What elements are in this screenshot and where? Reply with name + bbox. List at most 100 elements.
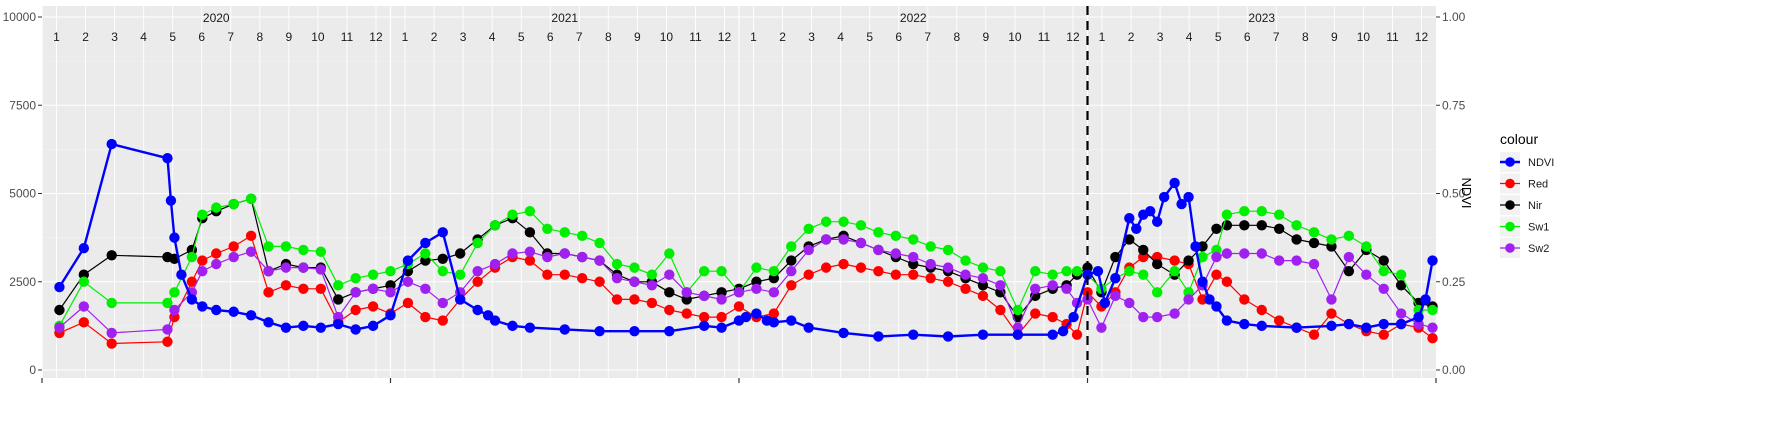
data-point-sw1 — [524, 205, 536, 217]
data-point-ndvi — [1239, 318, 1250, 330]
month-label: 9 — [286, 30, 293, 44]
month-label: 11 — [689, 30, 702, 44]
data-point-red — [855, 262, 867, 273]
data-point-sw2 — [1096, 322, 1107, 333]
data-point-sw1 — [1291, 220, 1302, 231]
legend-label: Nir — [1528, 200, 1542, 212]
month-label: 4 — [837, 30, 844, 44]
data-point-ndvi — [176, 269, 187, 280]
data-point-sw2 — [733, 287, 745, 298]
data-point-sw1 — [472, 237, 483, 249]
data-point-ndvi — [1158, 191, 1170, 203]
data-point-sw2 — [78, 301, 90, 312]
month-label: 1 — [750, 30, 757, 44]
data-point-ndvi — [1124, 213, 1135, 224]
data-point-red — [542, 269, 553, 280]
data-point-sw1 — [197, 209, 208, 220]
data-point-ndvi — [1047, 329, 1058, 340]
data-point-sw1 — [507, 209, 518, 220]
data-point-ndvi — [489, 315, 501, 326]
data-point-sw1 — [751, 262, 762, 273]
legend-key-point — [1505, 157, 1515, 167]
month-label: 7 — [576, 30, 583, 44]
data-point-sw1 — [1273, 209, 1285, 220]
data-point-ndvi — [1145, 205, 1156, 217]
data-point-ndvi — [1092, 265, 1104, 277]
series-layer — [54, 138, 1438, 349]
data-point-red — [350, 304, 361, 316]
data-point-ndvi — [186, 294, 198, 305]
data-point-ndvi — [803, 322, 814, 333]
data-point-sw2 — [1047, 280, 1058, 291]
data-point-sw2 — [890, 248, 902, 259]
data-point-sw1 — [1343, 230, 1355, 242]
data-point-sw2 — [1308, 258, 1320, 270]
data-point-sw2 — [54, 322, 65, 333]
data-point-sw2 — [786, 265, 797, 277]
data-point-sw2 — [751, 283, 762, 295]
data-point-red — [681, 308, 692, 319]
data-point-red — [786, 280, 797, 291]
data-point-red — [977, 290, 989, 302]
data-point-ndvi — [385, 310, 396, 321]
data-point-nir — [1343, 265, 1355, 277]
data-point-red — [162, 336, 173, 347]
data-point-sw2 — [1378, 283, 1389, 295]
legend-item-sw2: Sw2 — [1500, 238, 1549, 258]
month-label: 12 — [1415, 30, 1429, 44]
data-point-sw2 — [576, 251, 588, 263]
data-point-red — [820, 262, 832, 273]
data-point-red — [228, 241, 239, 252]
legend-title: colour — [1500, 131, 1538, 147]
year-label: 2021 — [551, 11, 578, 25]
data-point-ndvi — [472, 304, 483, 316]
data-point-red — [733, 301, 745, 312]
data-point-red — [1221, 276, 1233, 287]
data-point-sw1 — [820, 216, 832, 227]
data-point-sw2 — [1343, 251, 1355, 263]
data-point-ndvi — [786, 315, 797, 326]
data-point-nir — [1239, 220, 1250, 231]
data-point-sw2 — [768, 287, 780, 298]
month-label: 12 — [369, 30, 383, 44]
data-point-sw1 — [1030, 265, 1041, 277]
month-label: 1 — [1099, 30, 1106, 44]
month-label: 1 — [53, 30, 60, 44]
data-point-ndvi — [716, 322, 727, 333]
data-point-ndvi — [78, 243, 90, 254]
month-label: 12 — [1066, 30, 1080, 44]
data-point-nir — [1256, 220, 1267, 231]
data-point-sw1 — [385, 265, 396, 277]
data-point-red — [611, 294, 623, 305]
axes: 0 2500 5000 7500 10000 0.00 0.25 0.50 0.75 1.00 — [3, 10, 1466, 383]
data-point-sw1 — [629, 262, 640, 273]
month-label: 6 — [547, 30, 554, 44]
data-point-red — [402, 297, 414, 309]
legend-key-point — [1505, 221, 1515, 232]
data-point-ndvi — [402, 255, 414, 266]
data-point-sw1 — [908, 234, 919, 245]
data-point-red — [437, 315, 448, 326]
right-tick-label: 0.25 — [1442, 275, 1466, 289]
year-label: 2020 — [203, 11, 230, 25]
data-point-sw2 — [1291, 255, 1302, 266]
data-point-sw1 — [1047, 269, 1058, 280]
legend-key-point — [1505, 243, 1515, 253]
data-point-nir — [1110, 251, 1121, 263]
series-sw1 — [54, 193, 1438, 332]
data-point-ndvi — [245, 310, 257, 321]
data-point-sw1 — [942, 244, 954, 256]
data-point-sw2 — [211, 258, 222, 270]
data-point-sw1 — [542, 223, 553, 234]
data-point-sw2 — [1124, 297, 1135, 309]
month-label: 5 — [1215, 30, 1222, 44]
data-point-nir — [333, 294, 344, 305]
data-point-sw1 — [489, 220, 501, 231]
month-label: 11 — [1038, 30, 1051, 44]
legend-label: NDVI — [1528, 157, 1554, 169]
left-tick-label: 0 — [29, 363, 36, 377]
data-point-sw2 — [1395, 308, 1407, 319]
legend-key-point — [1505, 200, 1515, 210]
data-point-red — [263, 287, 274, 298]
data-point-sw1 — [169, 287, 180, 298]
